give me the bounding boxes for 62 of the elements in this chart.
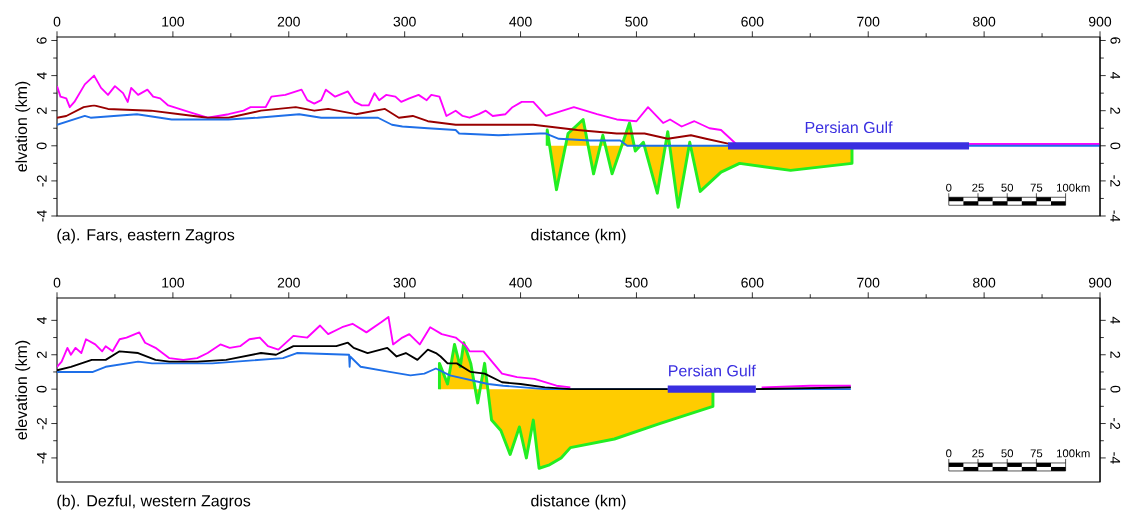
series-label: Persian Gulf [805,121,893,134]
x-tick-label: 0 [53,16,61,27]
x-axis-title: distance (km) [531,494,626,510]
y2-tick-label: 2 [1110,351,1121,358]
x-tick-label: 800 [973,16,996,27]
x-tick-label: 200 [277,16,300,27]
x-tick-label: 600 [741,277,764,288]
annotation: 100 [1057,183,1075,192]
y-tick-label: -4 [36,210,47,222]
annotation: 75 [1030,183,1043,192]
text: (b). Dezful, western Zagros [57,494,251,510]
x-tick-label: 100 [162,16,185,27]
series-label: Persian Gulf [669,364,756,377]
y-tick-label: 2 [36,351,47,358]
x-tick-label: 600 [741,16,764,27]
x-tick-label: 900 [1088,16,1112,27]
y-tick-label: -2 [36,175,47,187]
x-tick-label: 900 [1088,277,1112,288]
y-axis-title: elvation (km) [15,81,31,172]
y-tick-label: -2 [36,418,47,430]
x-tick-label: 500 [625,16,648,27]
annotation: 25 [972,449,984,458]
x-tick-label: 100 [162,277,185,288]
x-tick-label: 500 [625,277,648,288]
y-tick-label: 0 [36,142,47,150]
y2-tick-label: 2 [1110,107,1121,114]
y2-tick-label: -2 [1110,175,1121,187]
y2-tick-label: 0 [1110,385,1121,393]
x-tick-label: 800 [973,277,996,288]
y2-tick-label: 4 [1110,316,1121,324]
y2-tick-label: 4 [1110,72,1121,80]
annotation: km [1075,183,1090,192]
y-tick-label: 4 [36,316,47,324]
y-axis-title: elevation (km) [15,340,31,440]
annotation: 100 [1057,449,1075,458]
y2-tick-label: 6 [1110,37,1121,44]
y2-tick-label: 0 [1110,142,1121,150]
annotation: 0 [946,183,952,192]
x-tick-label: 300 [393,277,416,288]
x-tick-label: 400 [509,277,532,288]
x-tick-label: 200 [277,277,300,288]
annotation: 50 [1001,183,1014,192]
x-tick-label: 0 [53,277,61,288]
text: (a). Fars, eastern Zagros [57,228,235,244]
y-tick-label: -4 [36,452,47,464]
annotation: 25 [972,183,984,192]
y2-tick-label: -2 [1110,417,1121,430]
y2-tick-label: -4 [1110,452,1121,464]
x-axis-title: distance (km) [531,228,626,244]
y2-tick-label: -4 [1110,210,1121,222]
annotation: 50 [1001,449,1014,458]
y-tick-label: 0 [36,385,47,393]
x-tick-label: 700 [857,16,880,27]
y-tick-label: 2 [36,107,47,114]
y-tick-label: 6 [36,37,47,44]
x-tick-label: 700 [857,277,880,288]
x-tick-label: 300 [393,16,416,27]
annotation: 0 [946,449,952,458]
x-tick-label: 400 [509,16,532,27]
annotation: km [1075,449,1090,458]
annotation: 75 [1030,449,1043,458]
y-tick-label: 4 [36,72,47,80]
